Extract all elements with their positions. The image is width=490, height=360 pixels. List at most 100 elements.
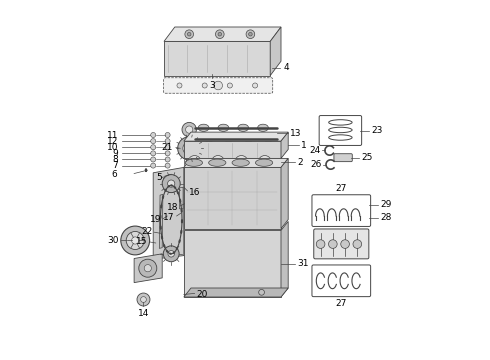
Text: 5: 5 bbox=[156, 173, 162, 182]
Circle shape bbox=[151, 157, 156, 162]
Ellipse shape bbox=[224, 135, 234, 142]
Circle shape bbox=[165, 163, 170, 168]
Polygon shape bbox=[281, 158, 288, 229]
Circle shape bbox=[165, 157, 170, 162]
Text: 18: 18 bbox=[167, 203, 178, 212]
Polygon shape bbox=[159, 194, 163, 248]
Circle shape bbox=[144, 265, 151, 272]
Circle shape bbox=[202, 83, 207, 88]
FancyBboxPatch shape bbox=[319, 116, 362, 145]
Circle shape bbox=[185, 30, 194, 39]
Circle shape bbox=[137, 293, 150, 306]
Polygon shape bbox=[179, 187, 183, 209]
Text: 8: 8 bbox=[113, 155, 118, 164]
Polygon shape bbox=[184, 288, 288, 297]
Circle shape bbox=[353, 240, 362, 248]
Text: 10: 10 bbox=[107, 143, 118, 152]
Ellipse shape bbox=[329, 120, 352, 125]
Text: 12: 12 bbox=[107, 137, 118, 146]
Text: 13: 13 bbox=[290, 129, 301, 138]
Ellipse shape bbox=[185, 159, 202, 166]
Polygon shape bbox=[184, 230, 281, 297]
Circle shape bbox=[218, 32, 221, 36]
Polygon shape bbox=[184, 167, 281, 229]
Text: 20: 20 bbox=[196, 289, 208, 299]
Ellipse shape bbox=[198, 124, 209, 131]
Text: 7: 7 bbox=[113, 161, 118, 170]
Text: 1: 1 bbox=[301, 141, 307, 150]
Circle shape bbox=[165, 151, 170, 156]
Circle shape bbox=[341, 240, 349, 248]
Polygon shape bbox=[281, 132, 288, 158]
Circle shape bbox=[151, 139, 156, 144]
Ellipse shape bbox=[232, 159, 249, 166]
Ellipse shape bbox=[329, 135, 352, 140]
Text: 6: 6 bbox=[111, 170, 117, 179]
Ellipse shape bbox=[238, 124, 248, 131]
Circle shape bbox=[186, 126, 193, 133]
Circle shape bbox=[139, 259, 157, 277]
Text: 27: 27 bbox=[336, 299, 347, 308]
Circle shape bbox=[187, 32, 191, 36]
Text: 22: 22 bbox=[141, 227, 152, 236]
Circle shape bbox=[168, 251, 174, 257]
Circle shape bbox=[165, 145, 170, 150]
Circle shape bbox=[132, 237, 139, 244]
Circle shape bbox=[151, 145, 156, 150]
Ellipse shape bbox=[258, 124, 269, 131]
Ellipse shape bbox=[329, 127, 352, 133]
Text: 25: 25 bbox=[361, 153, 372, 162]
Text: 2: 2 bbox=[297, 158, 303, 166]
Text: 15: 15 bbox=[136, 237, 148, 246]
Circle shape bbox=[316, 240, 325, 248]
Polygon shape bbox=[184, 159, 281, 165]
Ellipse shape bbox=[204, 135, 214, 142]
Polygon shape bbox=[164, 27, 281, 41]
Circle shape bbox=[151, 151, 156, 156]
Circle shape bbox=[182, 122, 196, 137]
FancyBboxPatch shape bbox=[312, 195, 370, 226]
Polygon shape bbox=[281, 221, 288, 297]
Circle shape bbox=[165, 132, 170, 138]
Circle shape bbox=[252, 83, 258, 88]
Ellipse shape bbox=[218, 124, 229, 131]
Circle shape bbox=[246, 30, 255, 39]
Text: 11: 11 bbox=[107, 131, 118, 140]
FancyBboxPatch shape bbox=[334, 154, 352, 162]
Ellipse shape bbox=[255, 159, 273, 166]
Circle shape bbox=[177, 83, 182, 88]
Ellipse shape bbox=[209, 159, 226, 166]
Circle shape bbox=[258, 156, 271, 168]
Polygon shape bbox=[134, 254, 162, 283]
Circle shape bbox=[328, 240, 337, 248]
Circle shape bbox=[126, 231, 144, 249]
Circle shape bbox=[227, 83, 232, 88]
Circle shape bbox=[162, 175, 180, 193]
Text: 23: 23 bbox=[371, 126, 382, 135]
Ellipse shape bbox=[244, 135, 254, 142]
Circle shape bbox=[141, 297, 147, 302]
Circle shape bbox=[165, 139, 170, 144]
Text: 21: 21 bbox=[162, 143, 173, 152]
Polygon shape bbox=[184, 132, 288, 141]
Text: 29: 29 bbox=[380, 200, 392, 210]
Circle shape bbox=[188, 156, 201, 168]
Text: 26: 26 bbox=[310, 160, 321, 169]
Circle shape bbox=[212, 156, 224, 168]
Text: 17: 17 bbox=[163, 212, 175, 222]
Text: 9: 9 bbox=[113, 149, 118, 158]
Polygon shape bbox=[153, 167, 184, 259]
FancyBboxPatch shape bbox=[314, 229, 369, 259]
Text: 14: 14 bbox=[138, 309, 149, 318]
Text: 30: 30 bbox=[107, 236, 119, 245]
FancyBboxPatch shape bbox=[312, 265, 370, 297]
Circle shape bbox=[259, 289, 265, 295]
Text: 31: 31 bbox=[297, 259, 309, 268]
Text: 27: 27 bbox=[336, 184, 347, 193]
Circle shape bbox=[248, 32, 252, 36]
Circle shape bbox=[183, 142, 196, 155]
Circle shape bbox=[235, 156, 248, 168]
Text: 19: 19 bbox=[149, 215, 161, 225]
Circle shape bbox=[163, 246, 179, 262]
Circle shape bbox=[121, 226, 149, 255]
